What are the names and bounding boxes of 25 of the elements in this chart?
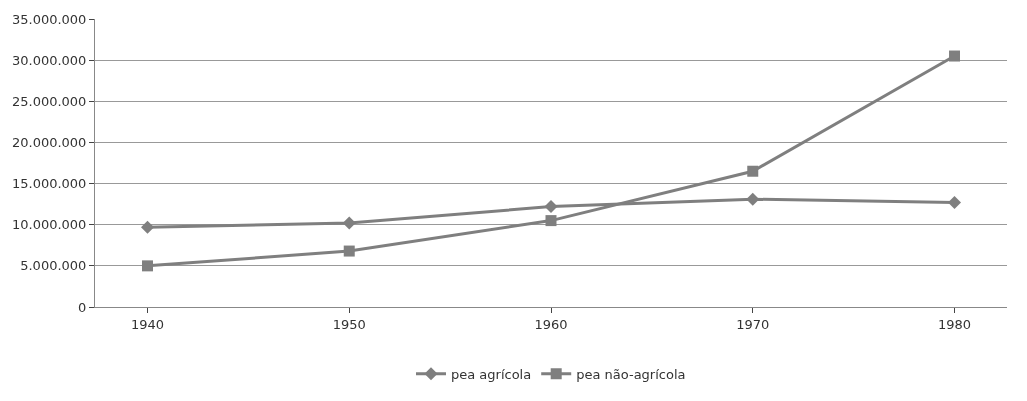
point: [544, 200, 558, 214]
y-tick-label: 5.000.000: [20, 258, 87, 274]
point: [948, 196, 962, 209]
point: [545, 215, 557, 227]
legend-label: pea agrícola: [451, 366, 532, 382]
point: [141, 260, 153, 272]
y-tick-label: 0: [78, 299, 87, 315]
x-tick-label: 1940: [130, 316, 165, 332]
point: [746, 192, 760, 206]
y-tick-label: 35.000.000: [11, 11, 87, 27]
y-tick-label: 30.000.000: [11, 52, 87, 68]
x-tick-label: 1950: [332, 316, 366, 332]
legend-label: pea não-agrícola: [576, 366, 686, 382]
point: [342, 216, 356, 230]
y-tick-label: 20.000.000: [11, 134, 87, 150]
y-tick-label: 10.000.000: [11, 217, 87, 233]
x-tick-label: 1960: [534, 316, 568, 332]
y-tick-label: 25.000.000: [11, 93, 87, 109]
point: [747, 165, 759, 177]
point: [140, 220, 154, 234]
x-tick-label: 1970: [736, 316, 770, 332]
y-tick-label: 15.000.000: [11, 176, 87, 192]
point: [949, 50, 961, 62]
x-tick-label: 1980: [937, 316, 972, 332]
point: [343, 245, 355, 257]
